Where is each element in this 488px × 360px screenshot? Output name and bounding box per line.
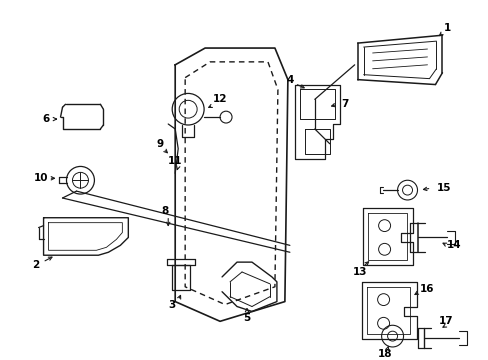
Text: 5: 5 [243, 313, 250, 323]
Text: 15: 15 [436, 183, 451, 193]
Text: 17: 17 [438, 316, 453, 326]
Text: 18: 18 [377, 349, 391, 359]
Text: 13: 13 [352, 267, 366, 277]
Text: 7: 7 [340, 99, 347, 109]
Text: 11: 11 [167, 157, 182, 166]
Text: 8: 8 [161, 206, 168, 216]
Text: 2: 2 [32, 260, 39, 270]
Text: 4: 4 [285, 75, 293, 85]
Text: 16: 16 [419, 284, 434, 294]
Text: 3: 3 [168, 300, 176, 310]
Text: 14: 14 [446, 240, 461, 250]
Text: 9: 9 [156, 139, 163, 149]
Text: 1: 1 [443, 23, 450, 33]
Text: 10: 10 [33, 173, 48, 183]
Text: 12: 12 [212, 94, 227, 104]
Text: 6: 6 [42, 114, 49, 124]
